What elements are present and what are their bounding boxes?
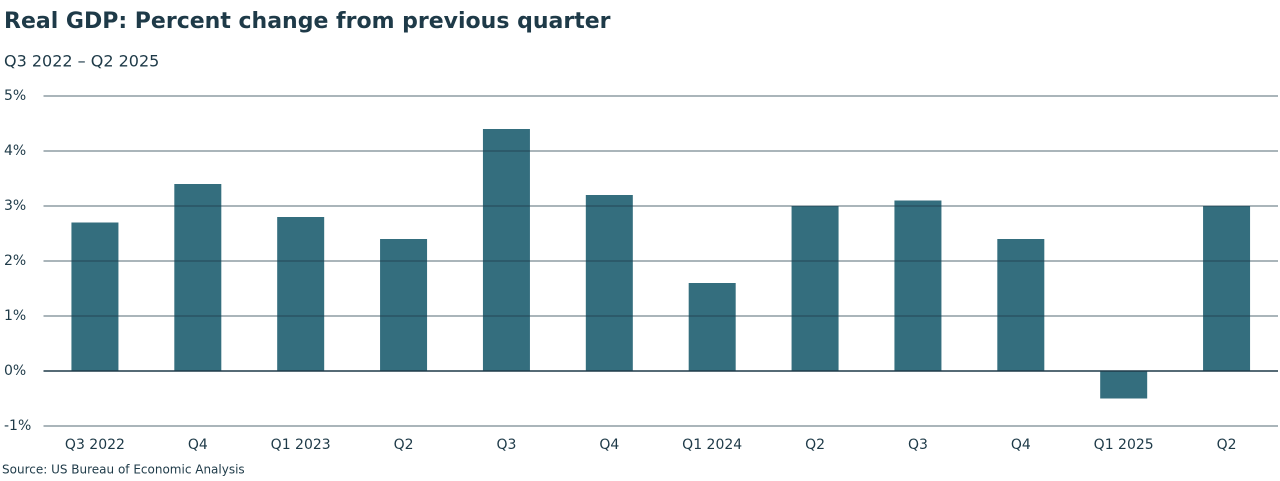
x-tick-label: Q4 bbox=[1011, 437, 1031, 453]
bar bbox=[174, 184, 222, 371]
x-tick-label: Q3 2022 bbox=[65, 437, 125, 453]
y-tick-label: 2% bbox=[4, 253, 26, 269]
x-tick-label: Q3 bbox=[908, 437, 928, 453]
x-tick-label: Q2 bbox=[805, 437, 825, 453]
bar bbox=[71, 222, 119, 371]
y-tick-label: 3% bbox=[4, 198, 26, 214]
x-tick-label: Q4 bbox=[599, 437, 619, 453]
source-note: Source: US Bureau of Economic Analysis bbox=[2, 463, 245, 477]
bar bbox=[482, 129, 530, 371]
y-tick-label: 1% bbox=[4, 308, 26, 324]
bar bbox=[1100, 371, 1148, 399]
chart-subtitle: Q3 2022 – Q2 2025 bbox=[4, 52, 159, 71]
bar bbox=[894, 200, 942, 371]
y-tick-label: 4% bbox=[4, 143, 26, 159]
bar bbox=[791, 206, 839, 371]
bar bbox=[277, 217, 325, 371]
x-tick-label: Q3 bbox=[496, 437, 516, 453]
bar bbox=[380, 239, 428, 371]
chart-title: Real GDP: Percent change from previous q… bbox=[4, 9, 611, 34]
x-tick-label: Q1 2024 bbox=[682, 437, 742, 453]
x-tick-label: Q1 2025 bbox=[1094, 437, 1154, 453]
bar bbox=[1203, 206, 1251, 371]
x-tick-label: Q2 bbox=[394, 437, 414, 453]
x-tick-label: Q2 bbox=[1217, 437, 1237, 453]
x-tick-label: Q4 bbox=[188, 437, 208, 453]
bar bbox=[585, 195, 633, 371]
y-tick-label: 0% bbox=[4, 363, 26, 379]
bar bbox=[688, 283, 736, 371]
y-tick-label: -1% bbox=[4, 418, 31, 434]
y-tick-label: 5% bbox=[4, 88, 26, 104]
bar bbox=[997, 239, 1045, 371]
x-tick-label: Q1 2023 bbox=[271, 437, 331, 453]
